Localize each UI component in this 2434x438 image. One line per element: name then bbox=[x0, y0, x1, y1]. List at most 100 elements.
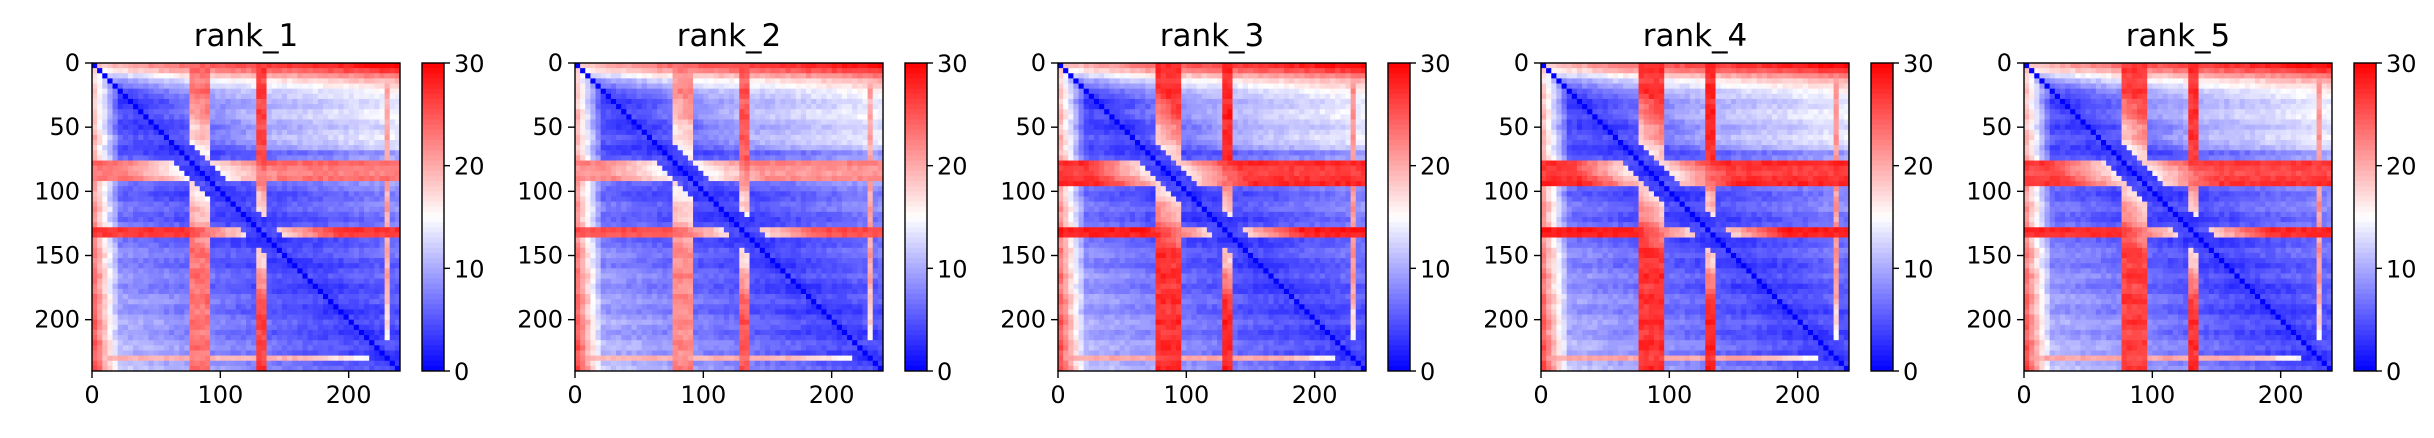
heatmap-cell bbox=[389, 242, 396, 249]
heatmap-cell bbox=[179, 114, 185, 120]
heatmap-cell bbox=[251, 345, 257, 351]
heatmap-cell bbox=[122, 170, 129, 177]
heatmap-cell bbox=[266, 365, 273, 372]
heatmap-cell bbox=[317, 93, 324, 100]
heatmap-cell bbox=[338, 263, 344, 269]
heatmap-cell bbox=[672, 98, 679, 105]
heatmap-cell bbox=[759, 98, 766, 105]
heatmap-cell bbox=[169, 350, 175, 356]
heatmap-cell bbox=[698, 140, 704, 146]
heatmap-cell bbox=[138, 78, 144, 84]
colorbar-segment bbox=[422, 263, 444, 269]
heatmap-cell bbox=[811, 170, 817, 177]
heatmap-cell bbox=[353, 93, 360, 100]
heatmap-cell bbox=[831, 129, 838, 136]
heatmap-cell bbox=[169, 129, 175, 136]
heatmap-cell bbox=[353, 109, 360, 115]
heatmap-cell bbox=[744, 98, 750, 105]
heatmap-cell bbox=[204, 88, 211, 95]
heatmap-cell bbox=[292, 104, 298, 110]
heatmap-cell bbox=[194, 294, 201, 300]
heatmap-cell bbox=[251, 365, 257, 372]
heatmap-cell bbox=[364, 145, 370, 151]
heatmap-cell bbox=[785, 93, 791, 100]
heatmap-cell bbox=[317, 160, 324, 167]
heatmap-cell bbox=[348, 283, 355, 290]
heatmap-cell bbox=[790, 160, 797, 167]
heatmap-cell bbox=[687, 150, 694, 156]
heatmap-cell bbox=[225, 186, 231, 192]
heatmap-cell bbox=[677, 150, 684, 156]
heatmap-cell bbox=[687, 124, 694, 131]
heatmap-cell bbox=[862, 88, 868, 95]
heatmap-cell bbox=[127, 217, 134, 223]
heatmap-cell bbox=[636, 145, 643, 151]
heatmap-cell bbox=[323, 68, 329, 74]
heatmap-cell bbox=[662, 88, 668, 95]
heatmap-cell bbox=[744, 155, 750, 161]
heatmap-cell bbox=[230, 319, 237, 326]
heatmap-cell bbox=[621, 109, 627, 115]
heatmap-cell bbox=[148, 217, 154, 223]
heatmap-cell bbox=[662, 68, 668, 74]
heatmap-cell bbox=[153, 283, 160, 290]
heatmap-cell bbox=[739, 170, 745, 177]
colorbar-segment bbox=[422, 283, 444, 290]
heatmap-cell bbox=[312, 340, 319, 346]
heatmap-cell bbox=[230, 124, 237, 131]
heatmap-cell bbox=[276, 314, 283, 321]
heatmap-cell bbox=[754, 155, 761, 161]
x-tick-label: 0 bbox=[84, 381, 99, 409]
heatmap-cell bbox=[143, 68, 149, 74]
heatmap-cell bbox=[158, 345, 165, 351]
heatmap-cell bbox=[348, 355, 355, 362]
heatmap-cell bbox=[652, 160, 658, 167]
colorbar-segment bbox=[422, 268, 444, 274]
heatmap-cell bbox=[133, 83, 139, 90]
heatmap-cell bbox=[312, 155, 319, 161]
heatmap-cell bbox=[877, 98, 884, 105]
heatmap-cell bbox=[790, 170, 797, 177]
heatmap-cell bbox=[780, 109, 786, 115]
heatmap-cell bbox=[112, 247, 119, 254]
heatmap-cell bbox=[394, 145, 401, 151]
heatmap-cell bbox=[143, 258, 149, 264]
heatmap-cell bbox=[112, 145, 119, 151]
heatmap-cell bbox=[369, 314, 375, 321]
heatmap-cell bbox=[708, 155, 714, 161]
heatmap-cell bbox=[374, 365, 380, 372]
heatmap-cell bbox=[775, 78, 781, 84]
heatmap-cell bbox=[133, 119, 139, 125]
heatmap-cell bbox=[652, 140, 658, 146]
heatmap-cell bbox=[312, 222, 319, 228]
heatmap-cell bbox=[148, 222, 154, 228]
heatmap-cell bbox=[92, 165, 98, 172]
heatmap-cell bbox=[287, 232, 293, 238]
heatmap-cell bbox=[112, 109, 119, 115]
heatmap-cell bbox=[379, 206, 385, 213]
heatmap-cell bbox=[204, 140, 211, 146]
heatmap-cell bbox=[158, 104, 165, 110]
heatmap-cell bbox=[713, 68, 720, 74]
heatmap-cell bbox=[251, 263, 257, 269]
heatmap-cell bbox=[580, 134, 586, 141]
heatmap-cell bbox=[621, 83, 627, 90]
heatmap-cell bbox=[302, 237, 308, 244]
heatmap-cell bbox=[703, 155, 709, 161]
heatmap-cell bbox=[204, 63, 211, 69]
heatmap-cell bbox=[92, 68, 98, 74]
heatmap-cell bbox=[97, 314, 103, 321]
heatmap-cell bbox=[636, 83, 643, 90]
heatmap-cell bbox=[230, 258, 237, 264]
heatmap-cell bbox=[734, 114, 740, 120]
heatmap-cell bbox=[215, 104, 221, 110]
heatmap-cell bbox=[657, 170, 663, 177]
heatmap-cell bbox=[246, 170, 252, 177]
heatmap-cell bbox=[374, 217, 380, 223]
heatmap-cell bbox=[646, 150, 653, 156]
heatmap-cell bbox=[281, 365, 288, 372]
heatmap-cell bbox=[841, 109, 848, 115]
heatmap-cell bbox=[338, 186, 344, 192]
heatmap-cell bbox=[297, 181, 303, 187]
heatmap-cell bbox=[143, 119, 149, 125]
